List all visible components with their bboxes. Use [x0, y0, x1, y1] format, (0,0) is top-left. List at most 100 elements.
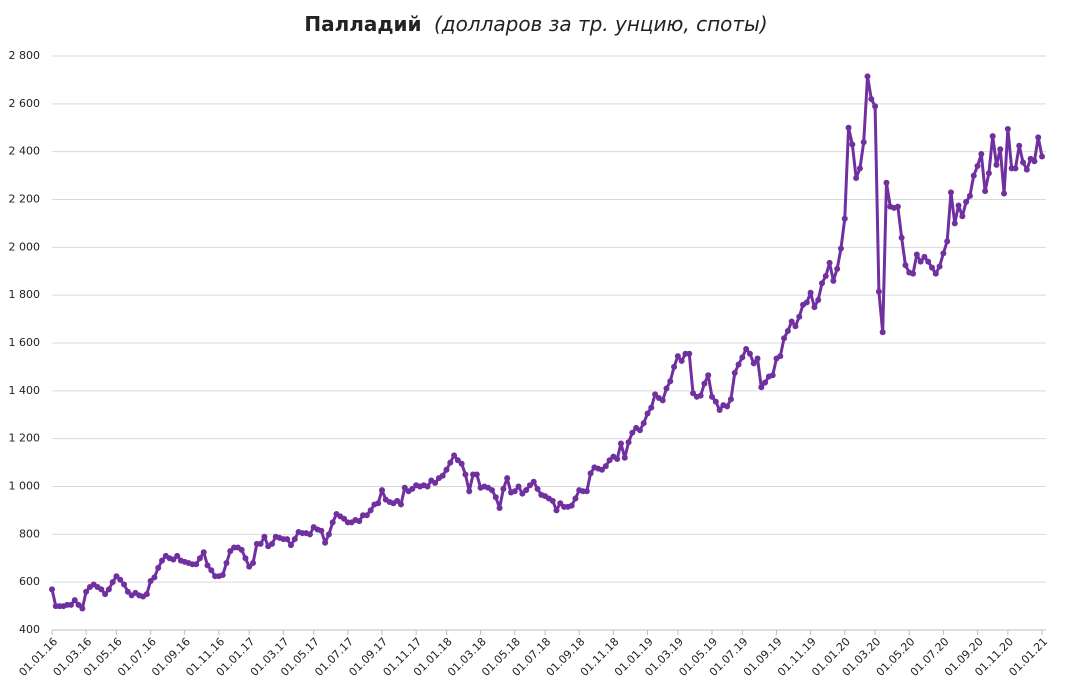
data-point — [1020, 159, 1027, 166]
data-point — [993, 161, 1000, 168]
data-point — [743, 345, 750, 352]
data-point — [553, 507, 560, 514]
data-point — [815, 296, 822, 303]
data-point — [284, 536, 291, 543]
data-point — [102, 591, 109, 598]
y-tick-label: 2 000 — [9, 240, 41, 253]
data-point — [982, 188, 989, 195]
data-point — [974, 163, 981, 170]
data-point — [325, 531, 332, 538]
data-point — [944, 238, 951, 245]
data-point — [860, 139, 867, 146]
data-point — [966, 192, 973, 199]
data-point — [151, 574, 158, 581]
data-point — [322, 539, 329, 546]
data-point — [155, 564, 162, 571]
data-point — [124, 588, 131, 595]
data-point — [409, 485, 416, 492]
data-point — [837, 245, 844, 252]
data-point — [557, 500, 564, 507]
data-point — [951, 220, 958, 227]
data-point — [758, 384, 765, 391]
data-point — [932, 270, 939, 277]
data-point — [940, 250, 947, 257]
data-point — [868, 96, 875, 103]
data-point — [746, 350, 753, 357]
data-point — [219, 571, 226, 578]
data-point — [621, 454, 628, 461]
data-point — [803, 299, 810, 306]
data-point — [1001, 190, 1008, 197]
data-point — [394, 497, 401, 504]
data-point — [739, 354, 746, 361]
data-point — [788, 318, 795, 325]
data-point — [769, 372, 776, 379]
data-point — [489, 487, 495, 494]
data-point — [287, 542, 294, 549]
y-tick-label: 400 — [19, 623, 40, 636]
data-point — [109, 579, 116, 586]
data-point — [856, 165, 863, 172]
y-tick-label: 1 800 — [9, 288, 41, 301]
data-point — [451, 452, 458, 459]
data-point — [807, 289, 814, 296]
data-point — [970, 172, 977, 179]
data-point — [735, 361, 742, 368]
data-point — [864, 73, 871, 80]
data-point — [170, 556, 177, 563]
chart-subtitle: (долларов за тр. унцию, споты) — [434, 12, 768, 36]
data-point — [796, 313, 803, 320]
data-point — [659, 397, 666, 404]
y-tick-label: 800 — [19, 527, 40, 540]
data-point — [318, 527, 325, 534]
data-point — [261, 533, 268, 540]
y-tick-label: 1 600 — [9, 336, 41, 349]
data-point — [200, 549, 207, 556]
data-point — [671, 363, 678, 370]
data-point — [113, 573, 120, 580]
data-point — [724, 403, 731, 410]
data-point — [147, 577, 154, 584]
data-point — [629, 429, 636, 436]
data-point — [925, 258, 932, 265]
data-point — [913, 251, 920, 258]
data-point — [853, 174, 860, 181]
data-point — [530, 478, 537, 485]
data-point — [117, 576, 124, 583]
data-point — [678, 357, 685, 364]
data-point — [875, 288, 882, 295]
data-point — [845, 124, 852, 131]
data-point — [910, 270, 917, 277]
data-point — [750, 360, 757, 367]
data-point — [98, 586, 105, 593]
data-point — [652, 391, 659, 398]
data-point — [898, 234, 905, 241]
data-point — [921, 253, 928, 260]
data-point — [936, 263, 943, 270]
data-point — [462, 471, 469, 478]
data-point — [686, 350, 693, 357]
data-point — [1023, 166, 1030, 173]
data-point — [1012, 165, 1019, 172]
y-tick-label: 1 200 — [9, 432, 41, 445]
data-point — [701, 380, 708, 387]
data-point — [762, 379, 769, 386]
data-point — [454, 457, 461, 464]
data-point — [792, 323, 799, 330]
data-point — [754, 355, 761, 362]
data-point — [614, 455, 621, 462]
data-point — [424, 483, 431, 490]
data-point — [227, 548, 234, 555]
data-point — [443, 466, 450, 473]
data-point — [341, 515, 348, 522]
data-point — [526, 482, 533, 489]
data-point — [712, 398, 719, 405]
data-point — [242, 555, 249, 562]
y-tick-label: 2 400 — [9, 145, 41, 158]
y-tick-label: 2 800 — [9, 49, 41, 62]
data-point — [811, 304, 818, 311]
data-point — [830, 277, 837, 284]
data-point — [379, 487, 385, 494]
series-line — [50, 74, 1044, 610]
data-point — [257, 540, 264, 547]
